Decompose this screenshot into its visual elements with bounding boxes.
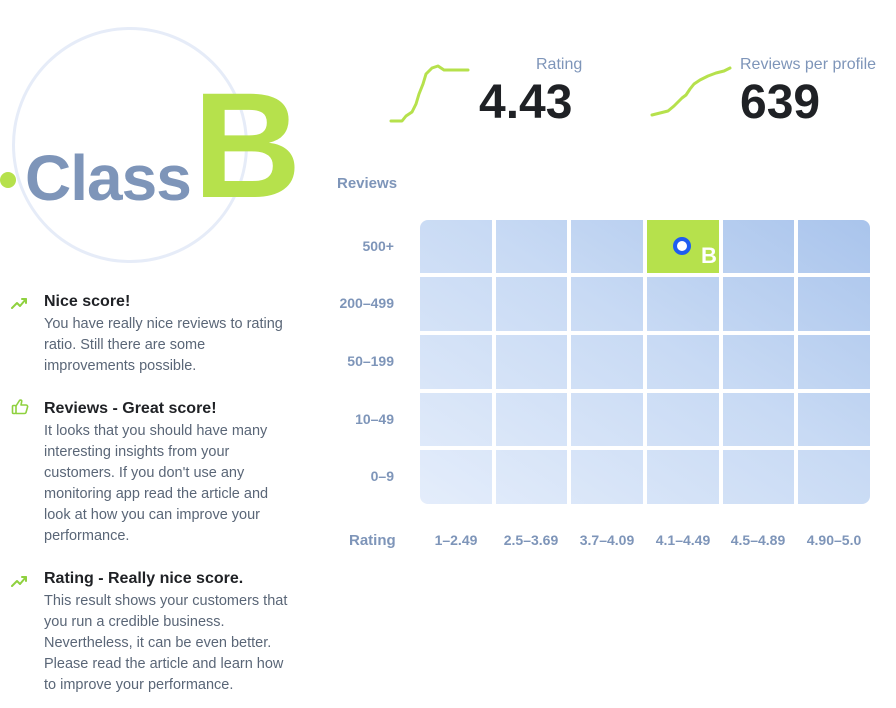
grid-divider	[420, 446, 870, 450]
feedback-title-1: Nice score!	[44, 293, 131, 310]
rating-value: 4.43	[479, 76, 573, 129]
row-label: 50–199	[347, 353, 394, 369]
grid-divider	[420, 331, 870, 335]
reviews-per-profile-label: Reviews per profile	[740, 56, 877, 73]
feedback-title-2: Reviews - Great score!	[44, 400, 217, 417]
col-label: 4.90–5.0	[806, 532, 862, 548]
reviews-sparkline	[650, 66, 732, 117]
col-label: 4.5–4.89	[730, 532, 786, 548]
row-label: 10–49	[355, 411, 394, 427]
trend-up-icon	[11, 576, 27, 587]
reviews-per-profile-value: 639	[740, 76, 821, 129]
feedback-text-3: This result shows your customers that yo…	[44, 593, 288, 693]
col-label: 1–2.49	[434, 532, 478, 548]
grid-divider	[643, 220, 647, 504]
grid-divider	[420, 389, 870, 393]
rating-sparkline	[389, 64, 470, 123]
trend-up-icon	[11, 298, 27, 309]
grid-divider	[719, 220, 723, 504]
col-label: 4.1–4.49	[655, 532, 711, 548]
rating-label: Rating	[536, 56, 583, 73]
grid-divider	[794, 220, 798, 504]
grade-ring	[12, 27, 248, 263]
matrix-x-title: Rating	[349, 532, 396, 549]
grade-word: Class	[25, 142, 192, 214]
grade-letter: B	[193, 61, 302, 229]
feedback-title-3: Rating - Really nice score.	[44, 570, 244, 587]
rating-reviews-matrix	[420, 220, 870, 504]
selected-cell-grade: B	[701, 243, 717, 268]
feedback-text-1: You have really nice reviews to rating r…	[44, 316, 283, 374]
grade-dot	[0, 172, 16, 188]
row-label: 200–499	[339, 295, 394, 311]
thumbs-up-icon	[11, 399, 29, 415]
col-label: 2.5–3.69	[503, 532, 559, 548]
matrix-y-title: Reviews	[337, 175, 398, 192]
row-label: 0–9	[370, 468, 394, 484]
col-label: 3.7–4.09	[579, 532, 635, 548]
row-label: 500+	[362, 238, 394, 254]
grid-divider	[420, 273, 870, 277]
grid-divider	[567, 220, 571, 504]
grid-divider	[492, 220, 496, 504]
feedback-text-2: It looks that you should have many inter…	[44, 423, 269, 544]
position-marker	[673, 237, 691, 255]
